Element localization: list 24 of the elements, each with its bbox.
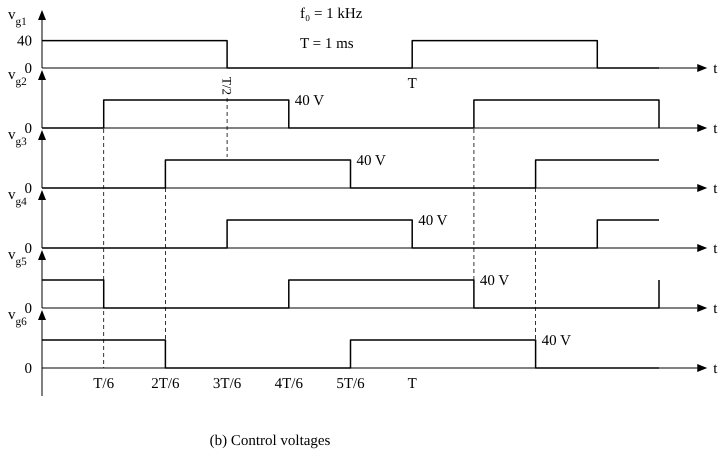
annotation: f₀ = 1 kHz	[300, 6, 363, 22]
annotation: 40 V	[356, 153, 386, 169]
annotation: T = 1 ms	[300, 36, 354, 52]
annotation: 40 V	[480, 273, 510, 289]
x-tick-label: T/2	[220, 76, 235, 96]
x-axis-title: t	[713, 361, 718, 377]
y-axis-title: v$_{g1}$	[8, 7, 27, 28]
annotation: 40 V	[294, 93, 324, 109]
x-tick-label: 3T/6	[212, 376, 242, 392]
x-axis-title: t	[713, 121, 718, 137]
x-axis-title: t	[713, 241, 718, 257]
x-axis-title: t	[713, 61, 718, 77]
x-tick-label: T/6	[93, 376, 115, 392]
annotation: 40 V	[542, 333, 572, 349]
text: (b) Control voltages	[210, 433, 331, 449]
x-axis-title: t	[713, 301, 718, 317]
x-axis-title: t	[713, 181, 718, 197]
x-tick-label: T	[408, 76, 417, 92]
annotation: 40 V	[418, 213, 448, 229]
x-tick-label: 2T/6	[151, 376, 180, 392]
x-tick-label: 4T/6	[274, 376, 304, 392]
y-tick-label: 40	[17, 34, 32, 50]
x-tick-label: T	[408, 376, 417, 392]
x-tick-label: 5T/6	[336, 376, 366, 392]
